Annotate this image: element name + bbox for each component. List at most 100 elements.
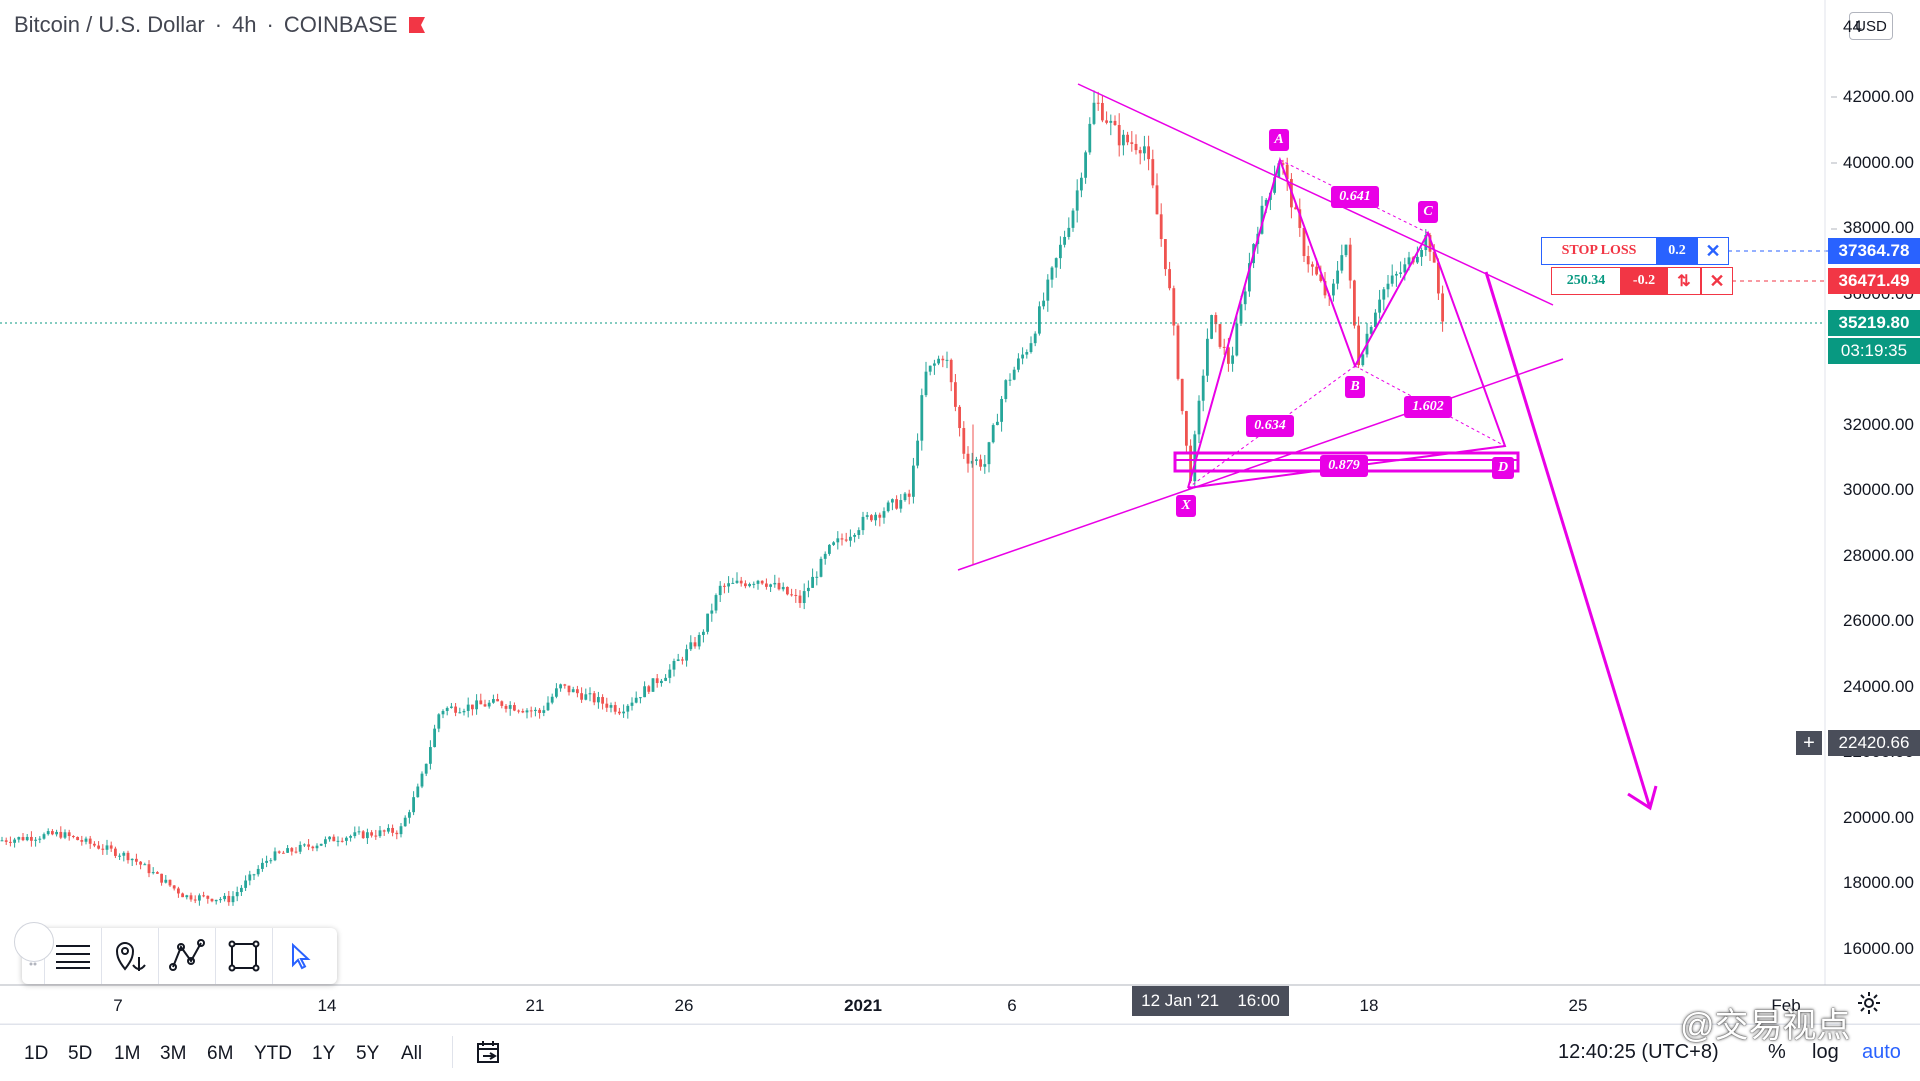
flag-icon[interactable] [408, 16, 426, 34]
candle-body [542, 710, 546, 713]
auto-toggle[interactable]: auto [1862, 1041, 1901, 1063]
symbol-legend[interactable]: Bitcoin / U.S. Dollar · 4h · COINBASE [14, 12, 426, 38]
candle-body [718, 585, 722, 596]
candle-body [416, 786, 420, 798]
candle-body [315, 845, 319, 849]
candle-body [1176, 325, 1180, 379]
candle-body [739, 580, 743, 584]
log-toggle[interactable]: log [1812, 1041, 1839, 1063]
close-stop-icon[interactable]: ✕ [1697, 237, 1729, 265]
candle-body [647, 686, 651, 692]
date-range-icon[interactable] [475, 1039, 503, 1065]
candle-body [576, 689, 579, 694]
candle-body [424, 763, 428, 774]
candle-body [105, 845, 109, 850]
candle-body [525, 710, 529, 713]
candle-body [1185, 411, 1188, 446]
currency-button[interactable]: USD [1849, 12, 1893, 40]
candle-body [1403, 264, 1407, 273]
close-entry-icon[interactable]: ✕ [1701, 267, 1733, 295]
price-tick-label: 40000.00 [1843, 152, 1914, 172]
candle-body [500, 701, 504, 706]
time-label: 21 [525, 996, 545, 1015]
drawing-toolbar[interactable] [22, 928, 337, 984]
pattern-tool-icon[interactable] [158, 928, 215, 984]
candle-body [256, 868, 260, 875]
candle-body [1361, 354, 1365, 366]
candle-body [1029, 343, 1033, 353]
candle-body [210, 898, 214, 902]
candle-body [13, 839, 16, 843]
range-button-1d[interactable]: 1D [24, 1043, 49, 1064]
candle-body [147, 864, 151, 874]
candle-body [1042, 300, 1045, 307]
candle-body [685, 649, 688, 661]
stop-loss-order[interactable]: STOP LOSS 0.2 ✕ [1541, 237, 1729, 265]
candle-body [941, 358, 945, 361]
candle-body [0, 840, 4, 842]
candle-body [437, 714, 441, 729]
candle-body [760, 580, 764, 584]
cursor-icon[interactable] [272, 928, 329, 984]
candle-body [1399, 272, 1402, 274]
candle-body [17, 837, 21, 840]
candle-body [777, 582, 781, 590]
candle-body [1155, 185, 1159, 215]
candle-body [853, 535, 856, 537]
candle-body [1012, 369, 1016, 380]
candle-body [597, 697, 600, 703]
candle-body [172, 885, 176, 889]
range-button-1m[interactable]: 1M [114, 1043, 141, 1064]
crosshair-date: 12 Jan '21 [1141, 991, 1220, 1010]
range-button-1y[interactable]: 1Y [312, 1043, 336, 1064]
candle-body [928, 365, 932, 372]
candle-body [1243, 291, 1247, 305]
range-button-5y[interactable]: 5Y [356, 1043, 380, 1064]
gear-icon[interactable] [1856, 990, 1882, 1016]
candle-body [370, 832, 373, 836]
entry-order[interactable]: 250.34 -0.2 ⇅ ✕ [1551, 267, 1733, 295]
candle-body [1033, 333, 1037, 344]
candle-body [832, 542, 835, 545]
watermark: @交易视点 [1680, 1007, 1851, 1045]
rectangle-tool-icon[interactable] [215, 928, 272, 984]
price-tick-label: 16000.00 [1843, 938, 1914, 958]
candle-body [307, 844, 310, 847]
candle-body [1227, 347, 1230, 364]
candle-body [1294, 207, 1297, 210]
candle-body [214, 899, 218, 902]
candle-body [550, 696, 554, 703]
candle-body [1332, 283, 1335, 296]
pin-anchor-icon[interactable] [101, 928, 158, 984]
range-button-all[interactable]: All [401, 1043, 423, 1064]
candle-body [185, 895, 189, 898]
range-button-5d[interactable]: 5D [68, 1043, 93, 1064]
candle-body [1378, 299, 1381, 313]
range-button-ytd[interactable]: YTD [254, 1043, 292, 1064]
candle-body [46, 831, 50, 835]
stop-loss-qty[interactable]: 0.2 [1657, 237, 1697, 265]
scroll-to-realtime-button[interactable] [14, 922, 54, 962]
candle-body [361, 831, 365, 839]
candle-body [21, 837, 25, 841]
candle-body [1218, 324, 1222, 347]
candle-body [408, 812, 411, 818]
candle-body [773, 582, 777, 585]
last-price-tag: 35219.80 [1828, 310, 1920, 336]
candle-body [248, 874, 252, 881]
candle-body [781, 586, 785, 590]
candle-body [949, 359, 953, 383]
range-button-3m[interactable]: 3M [160, 1043, 187, 1064]
candle-body [298, 844, 302, 852]
entry-qty[interactable]: -0.2 [1621, 267, 1667, 295]
candle-body [1147, 146, 1150, 160]
range-button-6m[interactable]: 6M [207, 1043, 234, 1064]
add-alert-plus-icon[interactable]: + [1796, 731, 1822, 755]
candle-body [109, 845, 113, 849]
candle-body [277, 851, 281, 853]
clock-timezone[interactable]: 12:40:25 (UTC+8) [1558, 1041, 1719, 1063]
reverse-order-icon[interactable]: ⇅ [1667, 267, 1701, 295]
candle-body [391, 827, 394, 833]
percent-toggle[interactable]: % [1768, 1041, 1786, 1063]
